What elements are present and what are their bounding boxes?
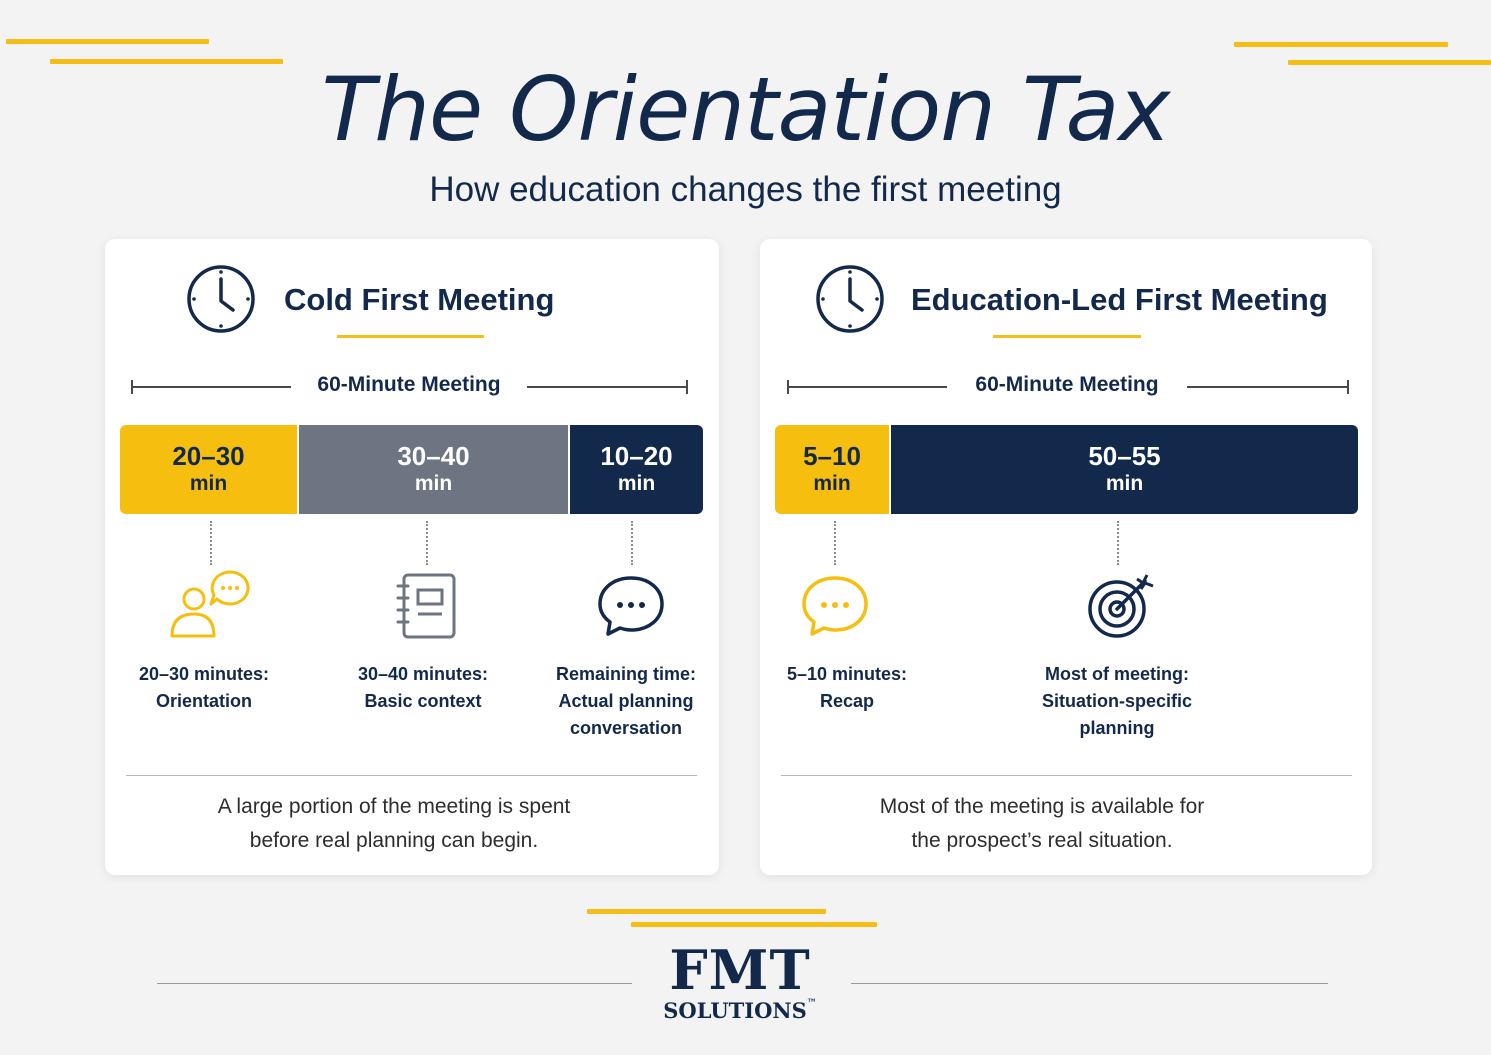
edu-range-label: 60-Minute Meeting (975, 373, 1159, 396)
range-line (131, 386, 291, 388)
item-caption-line: Most of meeting: (1045, 664, 1189, 684)
cold-item-planning: Remaining time: Actual planning conversa… (536, 661, 716, 742)
connector-dots (1117, 521, 1119, 565)
item-caption-line: planning (1079, 718, 1155, 738)
range-tick (686, 380, 688, 394)
cold-segment-context: 30–40 min (299, 425, 568, 514)
cold-segment-planning: 10–20 min (570, 425, 703, 514)
item-caption-line: Recap (819, 691, 875, 711)
segment-unit: min (189, 471, 228, 495)
people-chat-icon (170, 570, 250, 638)
range-tick (1347, 380, 1349, 394)
item-caption-line: 30–40 minutes: (357, 664, 489, 684)
note-line: before real planning can begin. (249, 829, 539, 852)
title-underline (993, 335, 1141, 338)
decor-line (631, 922, 877, 927)
edu-item-recap: 5–10 minutes: Recap (757, 661, 937, 715)
decor-line (6, 39, 209, 44)
card-divider (781, 775, 1352, 776)
item-caption-line: Situation-specific (1041, 691, 1193, 711)
footer-line (157, 983, 632, 984)
clock-icon (816, 265, 884, 333)
cold-note: A large portion of the meeting is spent … (126, 790, 662, 858)
cold-item-orientation: 20–30 minutes: Orientation (114, 661, 294, 715)
segment-value: 20–30 (172, 440, 245, 471)
item-caption-line: Orientation (155, 691, 252, 711)
company-logo-subtext: SOLUTIONS™ (600, 998, 880, 1023)
range-line (527, 386, 688, 388)
page-title: The Orientation Tax (321, 58, 1171, 161)
edu-segment-recap: 5–10 min (775, 425, 889, 514)
clock-icon (187, 265, 255, 333)
item-caption-line: conversation (569, 718, 683, 738)
cold-card-title: Cold First Meeting (284, 282, 555, 317)
cold-meeting-card (105, 239, 719, 875)
connector-dots (210, 521, 212, 565)
note-line: A large portion of the meeting is spent (217, 795, 571, 818)
cold-item-context: 30–40 minutes: Basic context (333, 661, 513, 715)
segment-unit: min (1105, 471, 1144, 495)
decor-line (1288, 60, 1491, 65)
decor-line (1234, 42, 1448, 47)
speech-bubble-icon (802, 576, 868, 636)
cold-segment-orientation: 20–30 min (120, 425, 297, 514)
edu-segment-planning: 50–55 min (891, 425, 1358, 514)
decor-line (587, 909, 826, 914)
segment-value: 5–10 (803, 440, 861, 471)
item-caption-line: Remaining time: (555, 664, 697, 684)
target-icon (1088, 574, 1154, 638)
note-line: the prospect’s real situation. (911, 829, 1173, 852)
segment-value: 10–20 (600, 440, 673, 471)
decor-line (50, 59, 283, 64)
item-caption-line: Basic context (364, 691, 482, 711)
connector-dots (631, 521, 633, 565)
speech-bubble-icon (598, 576, 664, 636)
connector-dots (426, 521, 428, 565)
cold-range-label: 60-Minute Meeting (317, 373, 501, 396)
title-underline (337, 335, 484, 338)
segment-value: 30–40 (397, 440, 470, 471)
range-line (787, 386, 947, 388)
range-line (1187, 386, 1349, 388)
trademark-mark: ™ (806, 998, 817, 1009)
education-meeting-card (760, 239, 1372, 875)
company-logo: FMT (669, 938, 811, 1002)
item-caption-line: 5–10 minutes: (786, 664, 908, 684)
segment-unit: min (813, 471, 851, 495)
logo-sub-text: SOLUTIONS (663, 998, 807, 1023)
edu-item-planning: Most of meeting: Situation-specific plan… (1027, 661, 1207, 742)
notebook-icon (396, 573, 456, 639)
page-subtitle: How education changes the first meeting (429, 170, 1062, 209)
segment-unit: min (414, 471, 453, 495)
edu-note: Most of the meeting is available for the… (774, 790, 1310, 858)
card-divider (126, 775, 697, 776)
note-line: Most of the meeting is available for (879, 795, 1205, 818)
edu-card-title: Education-Led First Meeting (911, 282, 1328, 317)
footer-line (851, 983, 1328, 984)
item-caption-line: Actual planning (558, 691, 694, 711)
connector-dots (834, 521, 836, 565)
segment-unit: min (617, 471, 656, 495)
item-caption-line: 20–30 minutes: (138, 664, 270, 684)
segment-value: 50–55 (1088, 440, 1161, 471)
